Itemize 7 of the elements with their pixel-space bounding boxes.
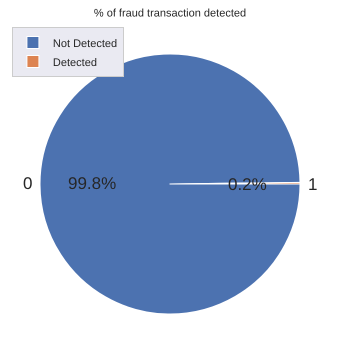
chart-title: % of fraud transaction detected [94, 8, 246, 20]
legend-label: Detected [52, 56, 97, 69]
legend-label: Not Detected [52, 38, 118, 50]
text: 0 [23, 174, 32, 193]
pie-slice [40, 54, 300, 314]
text: 1 [308, 175, 318, 194]
data-label: 99.8% [68, 174, 116, 193]
